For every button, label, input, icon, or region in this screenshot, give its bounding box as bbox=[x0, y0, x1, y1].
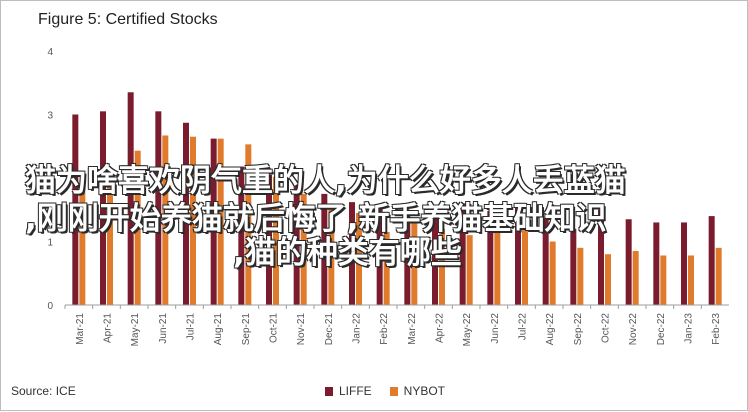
bars bbox=[72, 92, 722, 306]
bar-liffe-aug-21 bbox=[210, 138, 217, 305]
bar-liffe-jan-22 bbox=[349, 202, 355, 305]
x-tick-label: Jun-22 bbox=[490, 313, 501, 344]
bar-nybot-dec-21 bbox=[328, 203, 335, 305]
bar-liffe-sep-22 bbox=[570, 228, 577, 305]
bar-liffe-apr-21 bbox=[100, 111, 106, 305]
legend-swatch-nybot bbox=[389, 386, 398, 396]
bar-liffe-oct-22 bbox=[598, 209, 604, 305]
x-tick-label: Mar-21 bbox=[75, 313, 86, 345]
bar-liffe-mar-21 bbox=[72, 114, 79, 305]
x-tick-label: Apr-22 bbox=[435, 313, 446, 343]
x-tick-label: Jan-22 bbox=[352, 313, 363, 344]
bar-nybot-aug-21 bbox=[217, 138, 224, 305]
bar-liffe-feb-23 bbox=[708, 216, 715, 305]
y-tick-label: 4 bbox=[47, 47, 53, 58]
bar-nybot-jan-23 bbox=[688, 255, 694, 305]
bar-liffe-oct-21 bbox=[266, 174, 272, 305]
bar-nybot-may-21 bbox=[134, 150, 141, 305]
bar-liffe-jul-21 bbox=[183, 122, 189, 305]
y-tick-label: 2 bbox=[47, 174, 53, 185]
bar-nybot-feb-22 bbox=[383, 231, 390, 305]
x-tick-label: Nov-22 bbox=[628, 313, 639, 346]
bar-liffe-jul-22 bbox=[515, 206, 521, 305]
legend-item-liffe: LIFFE bbox=[325, 384, 372, 398]
bar-liffe-nov-21 bbox=[293, 181, 300, 305]
x-tick-label: Sep-22 bbox=[573, 313, 584, 346]
x-tick-label: Dec-21 bbox=[324, 313, 335, 346]
y-tick-label: 3 bbox=[47, 111, 53, 122]
x-tick-label: Feb-23 bbox=[711, 313, 722, 345]
x-tick-label: Nov-21 bbox=[296, 313, 307, 346]
bar-nybot-jul-22 bbox=[522, 222, 528, 305]
legend-swatch-liffe bbox=[325, 386, 333, 396]
bar-nybot-apr-21 bbox=[107, 168, 113, 305]
bar-nybot-mar-21 bbox=[79, 179, 86, 305]
legend-label-nybot: NYBOT bbox=[403, 384, 446, 398]
bar-liffe-dec-21 bbox=[321, 193, 328, 306]
bar-nybot-oct-21 bbox=[273, 176, 279, 305]
x-tick-label: Jun-21 bbox=[158, 313, 169, 344]
x-tick-label: May-22 bbox=[462, 313, 473, 347]
x-tick-label: Dec-22 bbox=[656, 313, 667, 346]
x-tick-label: Oct-22 bbox=[601, 313, 612, 343]
x-tick-label: Aug-22 bbox=[545, 313, 556, 346]
bar-liffe-sep-21 bbox=[238, 166, 245, 305]
bar-nybot-may-22 bbox=[466, 235, 473, 305]
chart-title: Figure 5: Certified Stocks bbox=[38, 11, 218, 28]
bar-nybot-oct-22 bbox=[605, 254, 611, 305]
x-tick-label: May-21 bbox=[130, 313, 141, 347]
y-tick-label: 0 bbox=[47, 301, 53, 312]
x-axis: Mar-21 Apr-21 May-21 Jun-21 Jul-21 Aug-21 Sep-… bbox=[64, 304, 729, 347]
bar-nybot-dec-22 bbox=[660, 255, 667, 305]
bar-liffe-jun-21 bbox=[155, 111, 162, 305]
x-tick-label: Jan-23 bbox=[684, 313, 695, 344]
x-tick-label: Feb-22 bbox=[379, 313, 390, 345]
bar-nybot-feb-23 bbox=[715, 247, 722, 305]
x-tick-label: Sep-21 bbox=[241, 313, 252, 346]
y-tick-label: 1 bbox=[47, 238, 53, 249]
bar-nybot-jul-21 bbox=[190, 136, 196, 305]
x-tick-label: Jul-22 bbox=[518, 313, 529, 341]
bar-liffe-nov-22 bbox=[625, 219, 632, 305]
x-tick-label: Oct-21 bbox=[269, 313, 280, 343]
bar-nybot-jun-21 bbox=[162, 135, 169, 305]
x-tick-label: Aug-21 bbox=[213, 313, 224, 346]
bar-liffe-feb-22 bbox=[376, 206, 383, 305]
bar-liffe-apr-22 bbox=[432, 206, 438, 305]
legend-item-nybot: NYBOT bbox=[389, 384, 446, 398]
bar-liffe-jun-22 bbox=[487, 211, 494, 305]
bar-nybot-nov-21 bbox=[300, 193, 307, 306]
bar-liffe-may-21 bbox=[127, 92, 134, 305]
bar-nybot-jun-22 bbox=[494, 225, 501, 306]
bar-liffe-aug-22 bbox=[542, 217, 549, 305]
bar-liffe-mar-22 bbox=[404, 209, 411, 305]
bar-nybot-apr-22 bbox=[439, 228, 445, 305]
bar-nybot-jan-22 bbox=[356, 212, 362, 305]
bar-liffe-jan-23 bbox=[681, 222, 687, 305]
bar-nybot-nov-22 bbox=[632, 251, 639, 305]
bar-nybot-sep-21 bbox=[245, 144, 252, 305]
bar-nybot-sep-22 bbox=[577, 247, 584, 305]
bar-liffe-may-22 bbox=[459, 203, 466, 305]
bar-nybot-aug-22 bbox=[549, 241, 556, 305]
x-tick-label: Jul-21 bbox=[186, 313, 197, 341]
legend: LIFFE NYBOT bbox=[325, 384, 445, 398]
bar-nybot-mar-22 bbox=[411, 219, 418, 305]
y-axis: 0 1 2 3 4 bbox=[47, 47, 53, 312]
bar-liffe-dec-22 bbox=[653, 222, 660, 305]
x-tick-label: Apr-21 bbox=[103, 313, 114, 343]
x-tick-label: Mar-22 bbox=[407, 313, 418, 345]
legend-label-liffe: LIFFE bbox=[339, 384, 372, 398]
chart-source: Source: ICE bbox=[11, 384, 76, 398]
